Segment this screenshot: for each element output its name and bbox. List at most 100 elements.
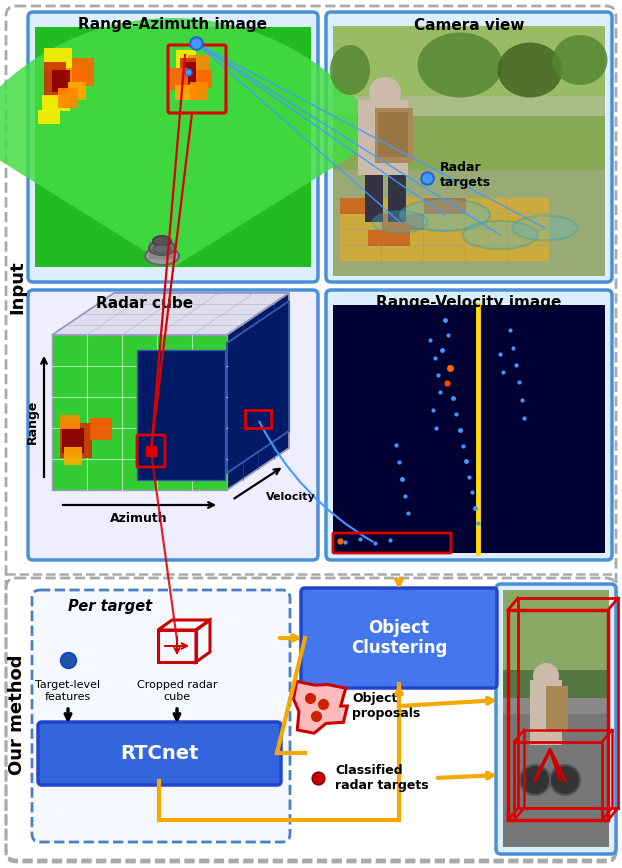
Text: Range-Velocity image: Range-Velocity image (376, 295, 562, 311)
Bar (62, 428, 84, 453)
Polygon shape (52, 293, 289, 335)
Bar (50, 68, 85, 96)
Bar (170, 68, 188, 90)
Bar (333, 26, 605, 116)
Bar (58, 88, 78, 108)
Bar (503, 698, 609, 714)
Bar (424, 230, 465, 245)
Ellipse shape (369, 77, 401, 107)
Polygon shape (0, 18, 384, 268)
Bar (137, 350, 225, 480)
Bar (188, 55, 210, 83)
Text: Classified
radar targets: Classified radar targets (335, 764, 429, 792)
Bar (382, 214, 423, 229)
FancyBboxPatch shape (28, 290, 318, 560)
Bar (466, 198, 507, 213)
Bar (245, 410, 271, 428)
Bar (340, 214, 381, 229)
Text: Input: Input (8, 260, 26, 314)
Ellipse shape (552, 35, 608, 85)
Text: Azimuth: Azimuth (110, 511, 168, 524)
FancyBboxPatch shape (326, 290, 612, 560)
FancyBboxPatch shape (32, 590, 290, 842)
FancyBboxPatch shape (38, 722, 281, 785)
Bar (424, 198, 466, 214)
Ellipse shape (149, 241, 175, 255)
Bar (503, 590, 609, 847)
Bar (175, 85, 197, 100)
Bar (340, 246, 381, 261)
Bar (382, 214, 424, 230)
Bar (424, 246, 465, 261)
Bar (333, 26, 605, 276)
Bar (190, 82, 208, 100)
Bar (340, 230, 381, 245)
Ellipse shape (463, 221, 537, 249)
Bar (38, 110, 60, 124)
Bar (180, 58, 196, 93)
Bar (514, 742, 602, 820)
Text: Per target: Per target (68, 599, 152, 614)
Bar (378, 112, 408, 157)
Bar (72, 58, 94, 86)
Polygon shape (227, 293, 289, 490)
Bar (44, 48, 72, 70)
Ellipse shape (330, 45, 370, 95)
Text: Camera view: Camera view (414, 17, 524, 32)
Bar (149, 241, 175, 259)
Bar (60, 423, 92, 458)
Ellipse shape (550, 765, 580, 795)
Bar (382, 246, 423, 261)
Bar (333, 170, 605, 276)
Bar (333, 305, 605, 553)
Bar (64, 447, 82, 465)
Text: Object
proposals: Object proposals (352, 692, 420, 720)
Bar (466, 214, 507, 229)
Ellipse shape (153, 245, 171, 253)
Bar (333, 26, 605, 96)
Ellipse shape (533, 663, 559, 689)
Ellipse shape (520, 765, 550, 795)
Polygon shape (227, 301, 289, 473)
Bar (424, 198, 465, 213)
Bar (52, 335, 227, 490)
Polygon shape (294, 681, 347, 733)
Bar (158, 630, 196, 662)
Bar (35, 27, 311, 267)
Bar (365, 170, 383, 222)
Ellipse shape (153, 236, 171, 246)
Text: Object
Clustering: Object Clustering (351, 619, 447, 657)
Bar (508, 246, 549, 261)
Bar (358, 100, 408, 175)
Bar (196, 70, 212, 88)
FancyBboxPatch shape (496, 584, 616, 854)
Text: Range: Range (26, 400, 39, 444)
Ellipse shape (498, 43, 562, 97)
Bar (44, 62, 66, 97)
FancyBboxPatch shape (301, 588, 497, 688)
Bar (508, 214, 549, 229)
FancyBboxPatch shape (28, 12, 318, 282)
Bar (466, 246, 507, 261)
Bar (466, 230, 507, 245)
Bar (424, 214, 465, 229)
Bar (368, 230, 410, 246)
Bar (508, 198, 549, 213)
Bar (503, 590, 609, 670)
Bar (90, 418, 112, 440)
Bar (530, 680, 562, 745)
Bar (375, 108, 413, 163)
Text: RTCnet: RTCnet (120, 744, 199, 763)
Text: Velocity: Velocity (266, 492, 316, 502)
Bar (508, 230, 549, 245)
Ellipse shape (373, 211, 427, 233)
Ellipse shape (400, 199, 490, 231)
Bar (508, 610, 608, 820)
Bar (52, 70, 70, 92)
Bar (42, 95, 70, 111)
Ellipse shape (417, 32, 503, 97)
Bar (176, 50, 196, 68)
Bar (60, 415, 80, 429)
Bar (340, 198, 382, 214)
Ellipse shape (513, 215, 577, 240)
